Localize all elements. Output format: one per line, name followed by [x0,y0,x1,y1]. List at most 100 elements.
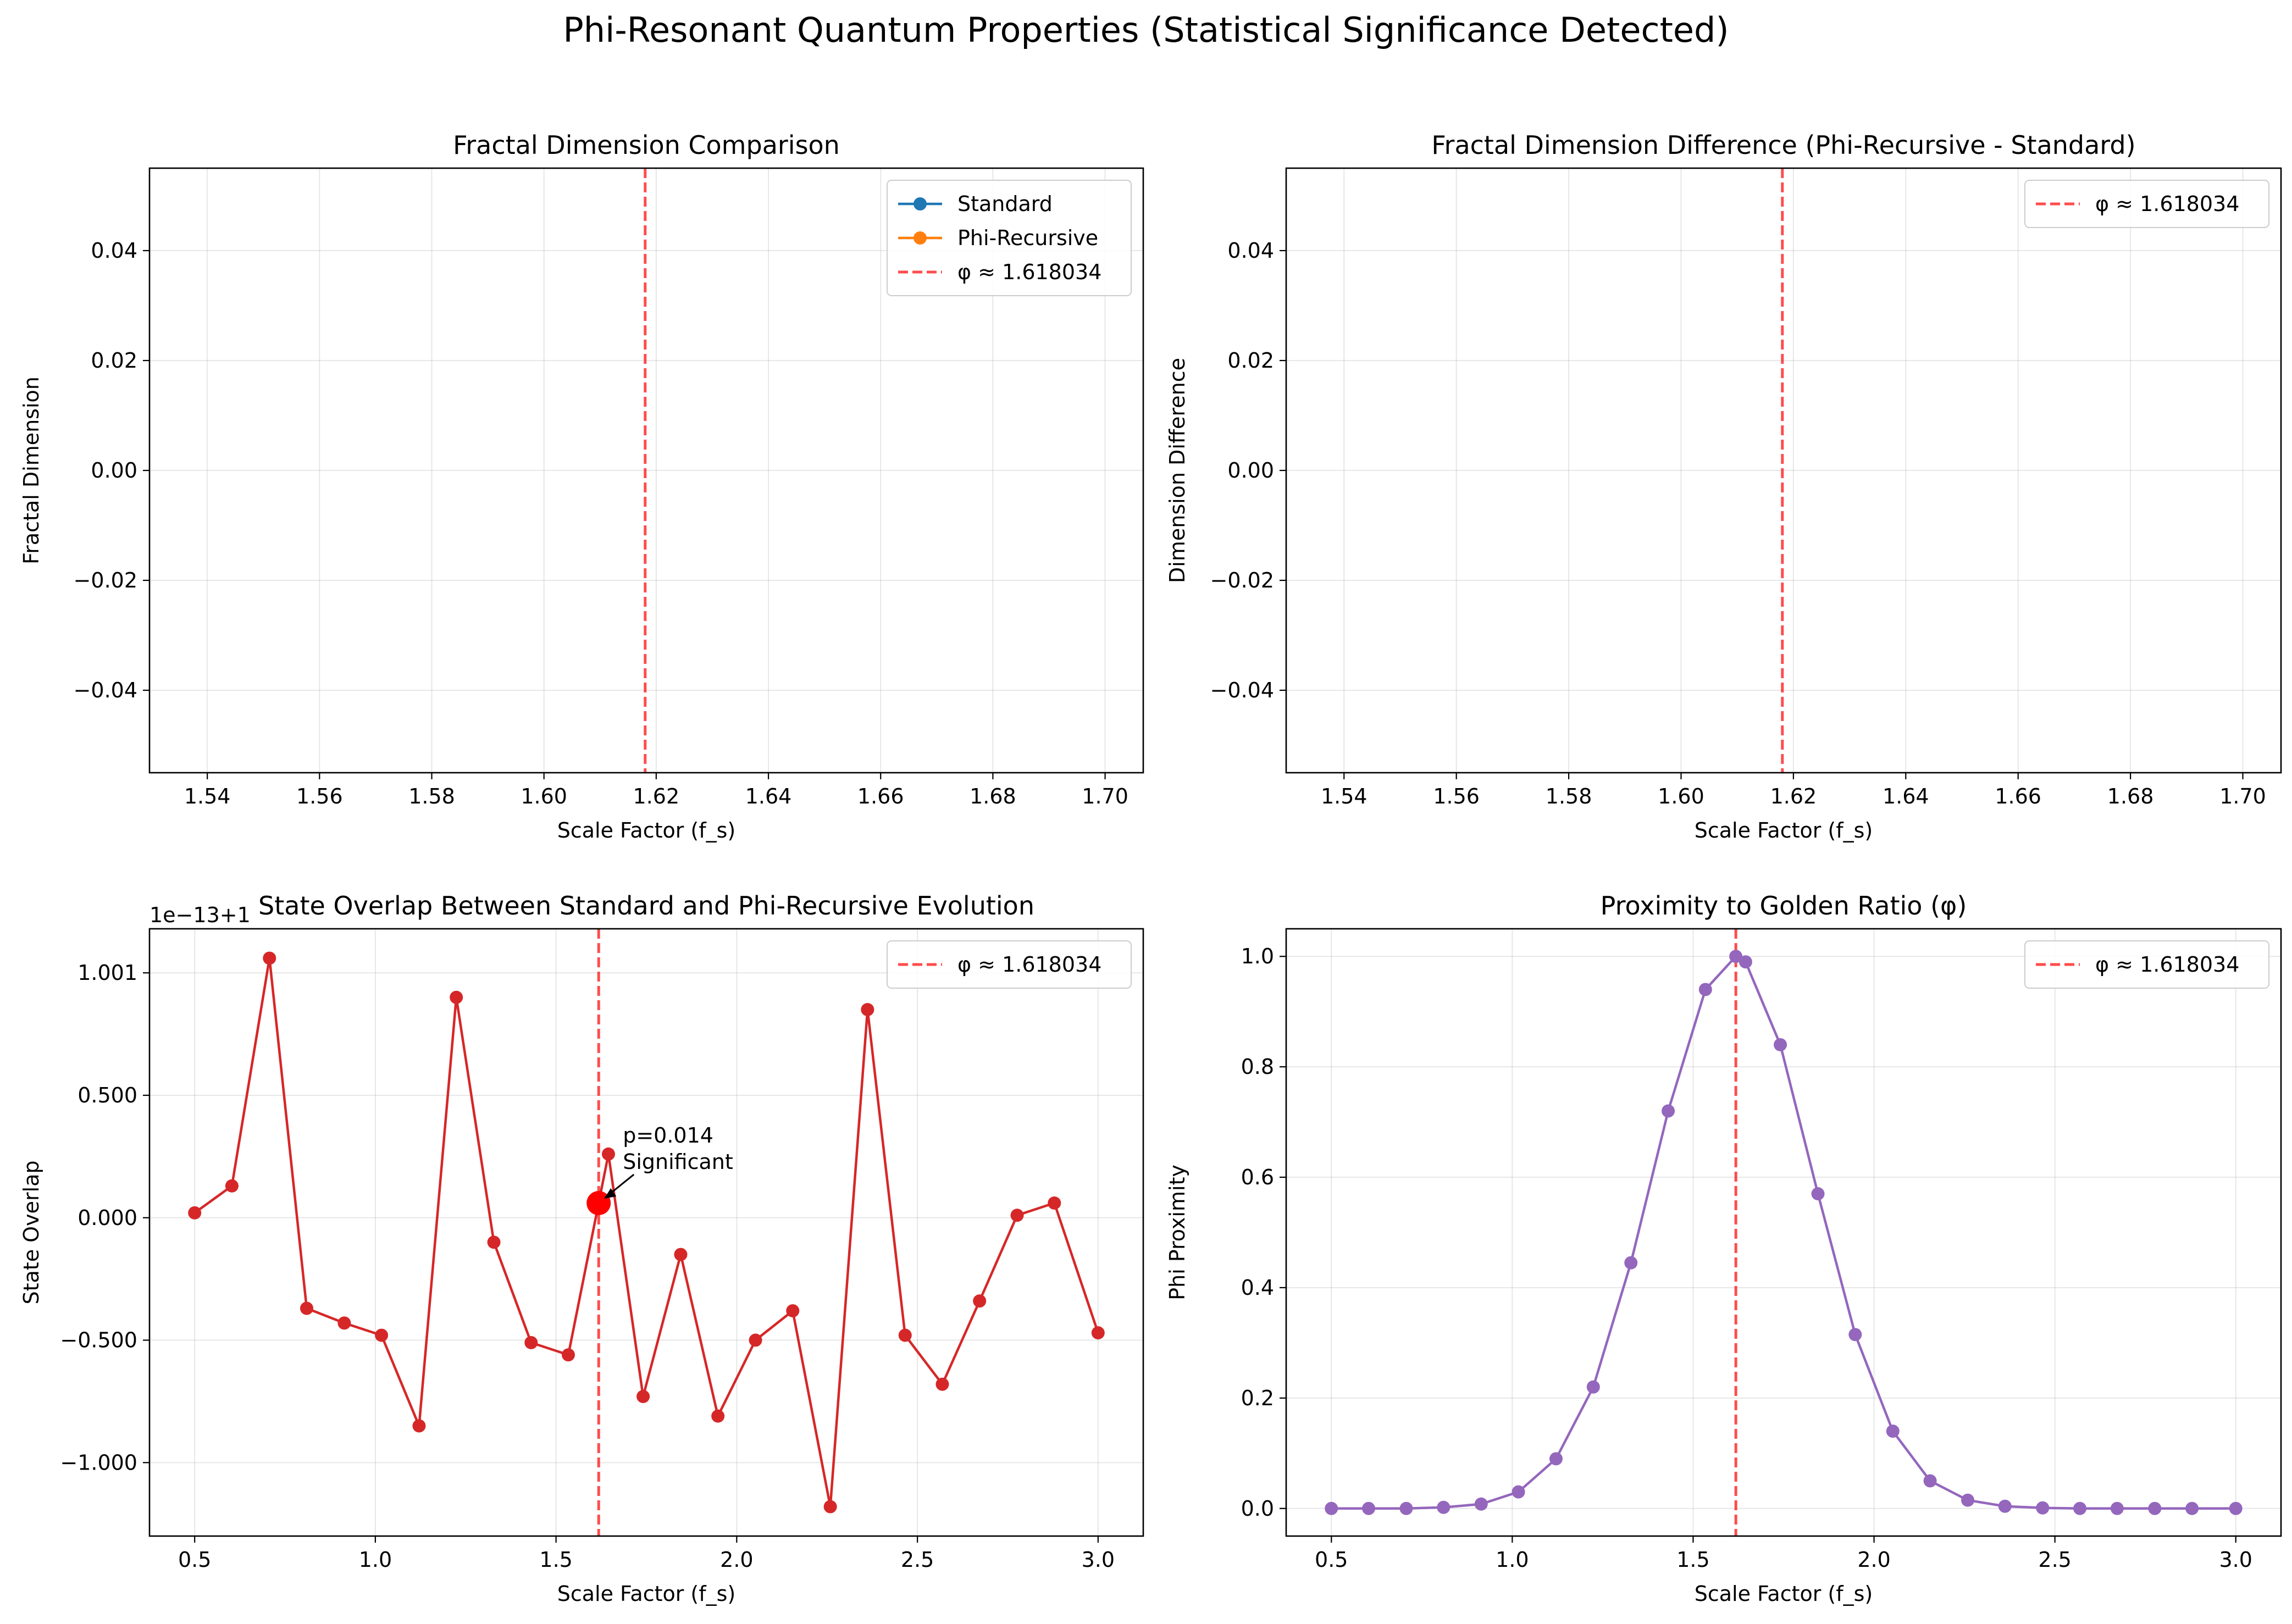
y-tick-label: 1.001 [77,961,137,985]
data-point [898,1328,912,1342]
legend-frame [887,940,1132,989]
data-point [450,990,463,1004]
x-tick-label: 1.70 [2219,784,2266,808]
annotation-p-value: p=0.014 [623,1123,713,1148]
data-point [1624,1256,1638,1270]
x-tick-label: 1.60 [521,784,567,808]
x-tick-label: 1.64 [745,784,792,808]
y-tick-label: 0.04 [1227,239,1274,263]
y-axis-label: Fractal Dimension [19,376,43,564]
y-tick-label: 0.2 [1241,1386,1274,1410]
data-point [1961,1493,1975,1507]
series-line [193,958,1099,1507]
panel-title: Proximity to Golden Ratio (φ) [1601,891,1967,921]
x-tick-label: 1.54 [1321,784,1368,808]
panel-title: Fractal Dimension Difference (Phi-Recurs… [1431,130,2135,160]
data-point [1399,1501,1413,1515]
legend-frame [2024,940,2269,989]
x-tick-label: 2.5 [901,1548,934,1572]
y-tick-label: 0.02 [91,348,137,373]
data-point [1512,1485,1525,1499]
data-point [1549,1452,1563,1466]
y-tick-label: 0.0 [1241,1496,1274,1521]
legend-frame [887,180,1132,296]
data-point [749,1333,762,1347]
x-axis-label: Scale Factor (f_s) [1695,818,1873,843]
legend-label: φ ≈ 1.618034 [957,952,1101,977]
panel-dimension_difference: 1.54 1.56 1.58 1.60 1.62 1.64 1.66 1.68 1.70 −0.0… [1165,130,2282,843]
panel-title: Fractal Dimension Comparison [453,130,840,160]
data-point [601,1147,615,1161]
data-point [188,1206,202,1220]
legend: Standard Phi-Recursive φ ≈ 1.618034 [887,180,1132,296]
x-tick-label: 1.56 [296,784,343,808]
significant-point-marker [586,1191,611,1216]
data-point [1586,1380,1600,1394]
data-point [2229,1501,2243,1515]
series-group [1325,950,2243,1515]
y-tick-label: 0.500 [77,1083,137,1107]
y-tick-label: −0.02 [1210,568,1274,592]
x-tick-label: 1.58 [408,784,455,808]
data-point [263,951,276,965]
legend-label: Standard [957,192,1053,216]
panel-phi_proximity: 0.5 1.0 1.5 2.0 2.5 3.0 0.0 0.2 0.4 0.6 0.8 1.0 Prox… [1165,891,2282,1606]
legend: φ ≈ 1.618034 [2024,940,2269,989]
panel-title: State Overlap Between Standard and Phi-R… [258,891,1034,921]
y-offset-text: 1e−13+1 [150,903,251,927]
data-point [1662,1104,1675,1118]
x-tick-label: 3.0 [2219,1548,2252,1572]
legend-label: φ ≈ 1.618034 [957,260,1101,284]
data-point [2110,1501,2124,1515]
data-point [711,1409,725,1423]
data-point [487,1235,501,1249]
y-tick-label: 1.0 [1241,944,1274,968]
data-point [636,1390,650,1404]
legend-label: Phi-Recursive [957,226,1098,250]
x-tick-label: 1.58 [1546,784,1592,808]
data-point [375,1328,389,1342]
x-tick-label: 0.5 [1315,1548,1348,1572]
x-tick-label: 1.5 [1676,1548,1709,1572]
data-point [1774,1038,1787,1051]
data-point [1474,1497,1488,1511]
x-tick-label: 1.68 [2107,784,2154,808]
y-tick-label: −0.500 [60,1328,137,1353]
data-point [1010,1209,1024,1222]
data-point [2073,1501,2087,1515]
y-tick-label: 0.4 [1241,1276,1274,1300]
data-point [1848,1328,1862,1342]
data-point [861,1003,874,1017]
x-tick-label: 1.70 [1082,784,1128,808]
y-tick-label: 0.000 [77,1206,137,1230]
x-tick-label: 1.0 [1496,1548,1529,1572]
y-tick-label: 0.8 [1241,1055,1274,1079]
legend-marker-swatch [914,231,927,245]
legend: φ ≈ 1.618034 [2024,180,2269,228]
y-tick-label: −0.04 [1210,678,1274,702]
data-point [1091,1326,1105,1340]
data-point [1998,1499,2012,1513]
y-tick-label: −1.000 [60,1450,137,1475]
x-tick-label: 1.0 [359,1548,392,1572]
y-axis-label: State Overlap [19,1160,43,1304]
legend-frame [2024,180,2269,228]
data-point [823,1500,837,1514]
x-tick-label: 2.0 [1857,1548,1890,1572]
axes-frame [148,928,1144,1537]
data-point [1729,950,1743,963]
data-point [973,1294,987,1308]
y-tick-label: 0.04 [91,239,137,263]
series-group [188,951,1105,1514]
axes-frame [1285,928,2282,1537]
data-point [674,1248,688,1261]
x-tick-label: 1.64 [1883,784,1929,808]
x-tick-label: 1.62 [1770,784,1817,808]
data-point [524,1336,538,1350]
data-point [1362,1501,1376,1515]
x-tick-label: 1.5 [539,1548,572,1572]
data-point [2036,1501,2050,1515]
